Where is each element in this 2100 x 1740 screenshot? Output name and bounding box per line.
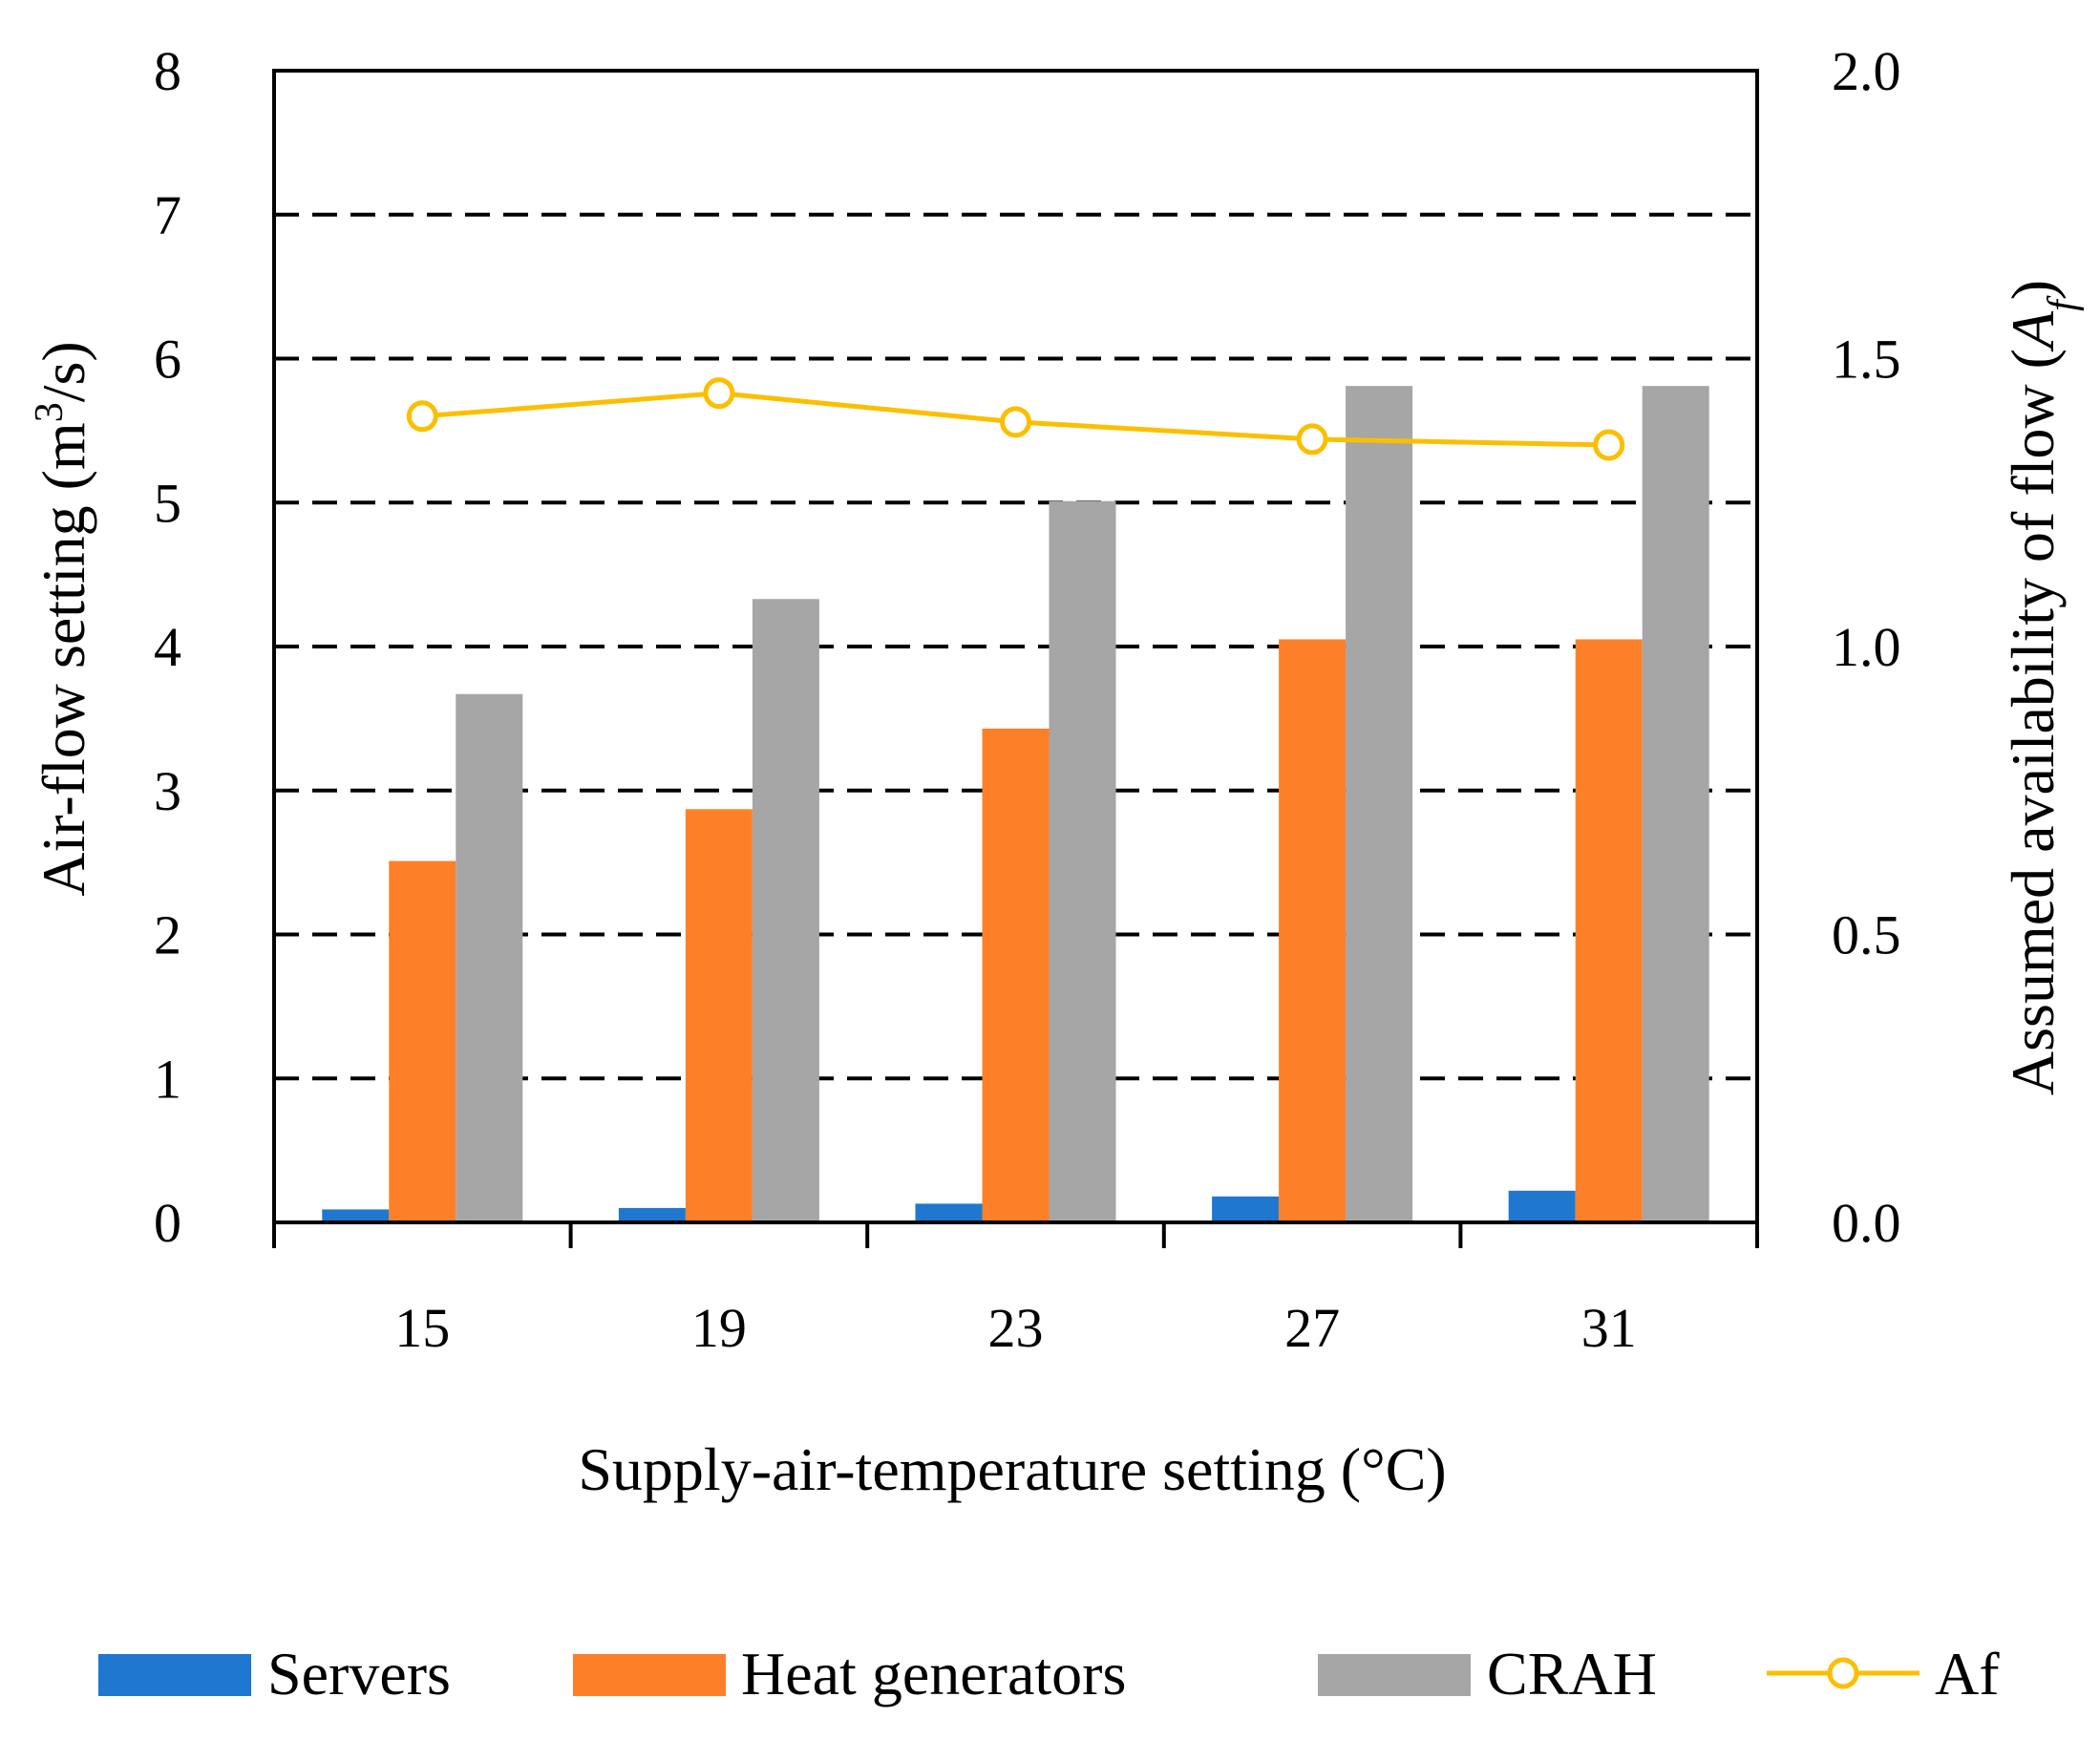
bar-heat-generators-27 [1279, 639, 1347, 1222]
bar-heat-generators-23 [982, 728, 1050, 1222]
bar-crah-31 [1642, 386, 1709, 1223]
af-point-31 [1593, 429, 1625, 461]
y-left-title-suffix: /s) [30, 341, 97, 402]
bar-crah-27 [1346, 386, 1413, 1223]
af-point-27 [1296, 423, 1328, 456]
y-left-tick-label: 0 [154, 1192, 181, 1254]
y-left-tick-label: 1 [154, 1048, 181, 1110]
y-right-tick-label: 1.5 [1832, 329, 1901, 391]
y-left-title-prefix: Air-flow setting (m [30, 422, 97, 896]
y-left-tick-label: 4 [154, 616, 181, 678]
y-right-title-suffix: ) [1999, 280, 2067, 300]
bar-servers-27 [1212, 1196, 1280, 1222]
y-right-tick-label: 2.0 [1832, 40, 1901, 102]
x-axis-title: Supply-air-temperature setting (°C) [578, 1435, 1446, 1503]
bar-heat-generators-31 [1575, 639, 1643, 1222]
x-tick-label-23: 23 [988, 1297, 1044, 1359]
bar-crah-23 [1049, 500, 1116, 1222]
bar-crah-15 [456, 693, 523, 1222]
x-tick-label-27: 27 [1284, 1297, 1340, 1359]
y-left-tick-label: 5 [154, 472, 181, 534]
legend-label-af: Af [1935, 1640, 2000, 1708]
legend: Servers Heat generators CRAH Af [98, 1640, 2000, 1708]
legend-swatch-af-marker [1827, 1657, 1859, 1689]
x-tick-label-15: 15 [394, 1297, 450, 1359]
y-right-title-italic: A [1999, 310, 2067, 352]
bar-servers-31 [1508, 1190, 1576, 1222]
y-right-tick-label: 0.0 [1832, 1192, 1901, 1254]
af-point-15 [406, 400, 438, 433]
legend-swatch-crah [1318, 1654, 1471, 1696]
plot-border [272, 69, 1759, 1224]
af-point-19 [703, 377, 735, 410]
legend-swatch-servers [98, 1654, 251, 1696]
y-right-axis-title: Assumed availability of flow (Af) [1999, 280, 2085, 1095]
bar-crah-19 [752, 599, 819, 1222]
x-tick-label-31: 31 [1581, 1297, 1637, 1359]
bars [322, 386, 1709, 1223]
y-right-tick-label: 1.0 [1832, 616, 1901, 678]
y-left-title-sup: 3 [28, 402, 72, 422]
af-line [406, 377, 1625, 461]
bar-heat-generators-15 [389, 860, 456, 1222]
af-point-23 [1000, 406, 1031, 438]
y-right-title-prefix: Assumed availability of flow ( [1999, 349, 2067, 1095]
y-left-tick-label: 7 [154, 184, 181, 246]
y-left-tick-label: 8 [154, 40, 181, 102]
legend-label-crah: CRAH [1487, 1640, 1657, 1708]
legend-label-servers: Servers [267, 1640, 451, 1708]
x-tick-label-19: 19 [691, 1297, 747, 1359]
y-left-axis-title: Air-flow setting (m3/s) [28, 341, 97, 896]
bar-servers-19 [618, 1207, 686, 1222]
y-left-tick-label: 2 [154, 904, 181, 966]
bar-heat-generators-19 [685, 809, 753, 1222]
plot-frame [272, 69, 1759, 1248]
legend-label-heat-generators: Heat generators [741, 1640, 1126, 1708]
bar-servers-15 [322, 1209, 390, 1222]
y-left-tick-label: 6 [154, 329, 181, 391]
bar-servers-23 [915, 1203, 983, 1222]
y-left-tick-label: 3 [154, 760, 181, 822]
y-right-tick-label: 0.5 [1832, 904, 1901, 966]
legend-swatch-heat-generators [573, 1654, 726, 1696]
